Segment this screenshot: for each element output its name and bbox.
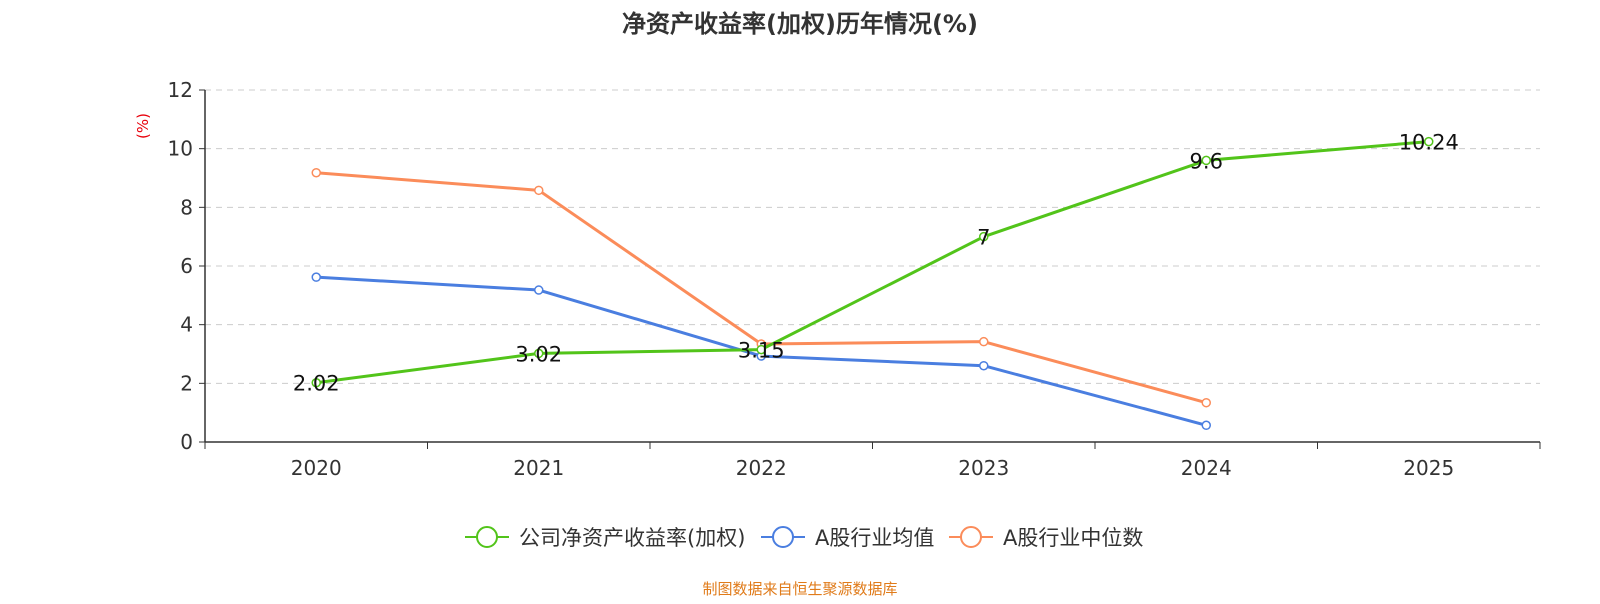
data-label: 2.02: [293, 372, 340, 396]
data-point: [1201, 397, 1211, 408]
y-axis-label: (%): [134, 113, 152, 139]
y-tick-label: 12: [168, 78, 193, 102]
legend-label: 公司净资产收益率(加权): [519, 526, 745, 550]
x-tick-label: 2023: [958, 456, 1009, 480]
source-note: 制图数据来自恒生聚源数据库: [702, 580, 897, 598]
data-point: [1201, 155, 1211, 166]
x-tick-label: 2020: [291, 456, 342, 480]
y-tick-label: 6: [180, 254, 193, 278]
data-point: [534, 348, 544, 359]
y-tick-label: 8: [180, 195, 193, 219]
x-tick-label: 2022: [736, 456, 787, 480]
axes: 0 2 4 6 8 10 12 2020 2021 2022 2023 2024 2025: [168, 78, 1541, 480]
data-label: 3.15: [738, 339, 785, 363]
data-point: [1201, 420, 1211, 431]
data-point: [756, 344, 766, 355]
legend-label: A股行业均值: [815, 526, 934, 550]
data-point: [311, 167, 321, 178]
data-point: [979, 360, 989, 371]
x-tick-label: 2024: [1181, 456, 1232, 480]
y-tick-label: 2: [180, 371, 193, 395]
legend-item-0[interactable]: 公司净资产收益率(加权): [465, 526, 745, 550]
data-point: [534, 285, 544, 295]
legend-label: A股行业中位数: [1003, 526, 1143, 550]
data-point: [979, 231, 989, 242]
series-line-0: [316, 140, 1429, 385]
data-label: 10.24: [1399, 131, 1459, 155]
data-point: [979, 336, 989, 347]
x-tick-label: 2025: [1403, 456, 1454, 480]
legend-marker: [772, 526, 794, 548]
data-labels: 2.02 3.02 3.15 7 9.6 10.24: [293, 131, 1459, 396]
data-label: 3.02: [515, 342, 562, 366]
data-point: [1424, 136, 1434, 147]
legend-item-2[interactable]: A股行业中位数: [949, 526, 1143, 550]
data-point: [311, 377, 321, 388]
legend-marker: [476, 526, 498, 548]
data-point: [311, 272, 321, 282]
chart-title: 净资产收益率(加权)历年情况(%): [622, 10, 978, 38]
legend[interactable]: 公司净资产收益率(加权) A股行业均值 A股行业中位数: [465, 526, 1143, 550]
x-tick-label: 2021: [513, 456, 564, 480]
data-label: 7: [977, 226, 990, 250]
y-tick-label: 4: [180, 313, 193, 337]
y-tick-label: 10: [168, 137, 193, 161]
data-point: [534, 185, 544, 196]
series-lines: [311, 136, 1434, 431]
legend-marker: [960, 526, 982, 548]
grid-lines: [205, 89, 1540, 384]
y-tick-label: 0: [180, 430, 193, 454]
data-label: 9.6: [1190, 149, 1223, 173]
legend-item-1[interactable]: A股行业均值: [761, 526, 934, 550]
